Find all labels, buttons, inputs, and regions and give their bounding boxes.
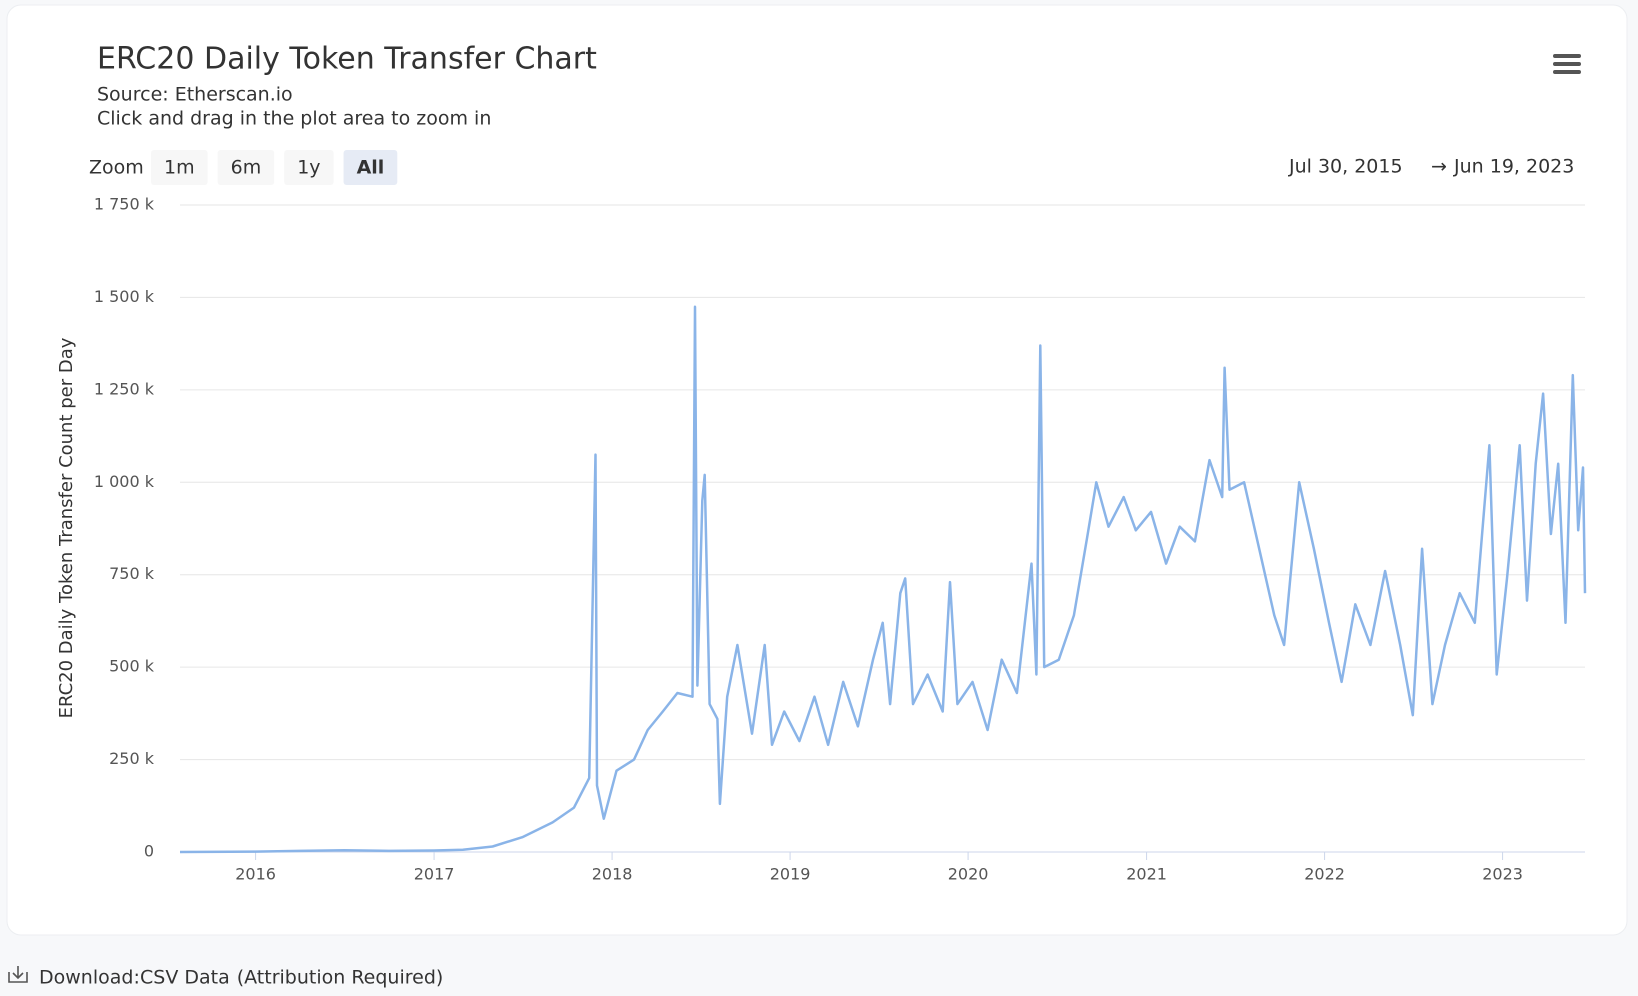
download-label: Download: (39, 967, 140, 989)
zoom-button-label[interactable]: 1y (297, 157, 320, 179)
y-tick-label: 500 k (109, 657, 155, 676)
x-tick-label: 2016 (235, 865, 276, 884)
menu-bar (1553, 62, 1581, 66)
y-tick-label: 1 500 k (94, 287, 155, 306)
chart-title: ERC20 Daily Token Transfer Chart (97, 42, 597, 77)
zoom-button[interactable] (151, 150, 208, 185)
zoom-button-label[interactable]: 1m (164, 157, 195, 179)
menu-button[interactable] (1553, 54, 1581, 74)
csv-link[interactable]: CSV Data (140, 967, 230, 989)
chart-subtitle: Source: Etherscan.io (97, 84, 293, 106)
y-tick-label: 0 (144, 842, 154, 861)
zoom-button[interactable] (343, 150, 398, 185)
y-tick-label: 250 k (109, 749, 155, 768)
range-separator: → (1431, 156, 1447, 178)
range-end[interactable]: Jun 19, 2023 (1453, 156, 1574, 178)
y-axis-title: ERC20 Daily Token Transfer Count per Day (56, 337, 77, 718)
x-tick-label: 2019 (770, 865, 811, 884)
x-tick-label: 2021 (1126, 865, 1167, 884)
x-tick-label: 2022 (1304, 865, 1345, 884)
x-tick-label: 2017 (414, 865, 455, 884)
menu-bar (1553, 70, 1581, 74)
zoom-button[interactable] (284, 150, 334, 185)
range-start[interactable]: Jul 30, 2015 (1288, 156, 1403, 178)
download-note: (Attribution Required) (237, 967, 444, 989)
zoom-button-label[interactable]: All (357, 157, 385, 179)
download-icon (8, 966, 28, 983)
x-tick-label: 2018 (592, 865, 633, 884)
x-tick-label: 2023 (1482, 865, 1523, 884)
menu-bar (1553, 54, 1581, 58)
y-tick-label: 1 000 k (94, 472, 155, 491)
y-tick-label: 1 250 k (94, 379, 155, 398)
zoom-label: Zoom (89, 157, 144, 179)
zoom-button[interactable] (217, 150, 275, 185)
zoom-button-label[interactable]: 6m (231, 157, 262, 179)
chart-instruction: Click and drag in the plot area to zoom … (97, 108, 491, 130)
chart-card (6, 4, 1628, 936)
x-tick-label: 2020 (948, 865, 989, 884)
data-line (179, 305, 1587, 854)
y-tick-label: 750 k (109, 564, 155, 583)
y-tick-label: 1 750 k (94, 195, 155, 214)
